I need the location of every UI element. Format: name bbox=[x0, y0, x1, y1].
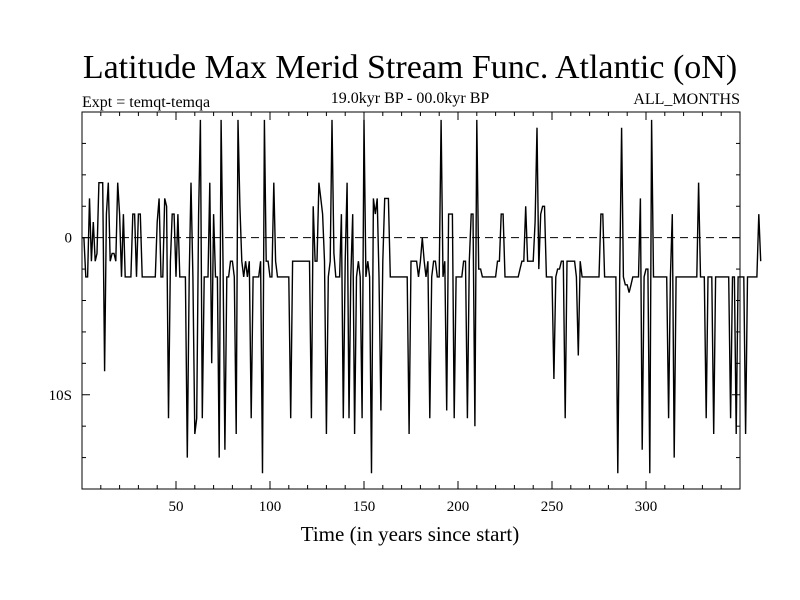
y-tick-label: 0 bbox=[65, 231, 73, 247]
y-tick-labels: 0 10S bbox=[49, 231, 72, 404]
y-tick-label: 10S bbox=[49, 388, 72, 404]
x-tick-label: 300 bbox=[635, 499, 658, 515]
period-label: 19.0kyr BP - 00.0kyr BP bbox=[331, 90, 490, 107]
series-line-latitude-max bbox=[82, 119, 762, 474]
x-tick-label: 100 bbox=[259, 499, 282, 515]
x-axis-label: Time (in years since start) bbox=[301, 522, 520, 546]
x-tick-label: 250 bbox=[541, 499, 564, 515]
plot-area: 50 100 150 200 250 300 0 10S bbox=[49, 111, 762, 515]
experiment-label: Expt = temqt-temqa bbox=[82, 94, 210, 111]
x-tick-label: 150 bbox=[353, 499, 376, 515]
chart-title: Latitude Max Merid Stream Func. Atlantic… bbox=[83, 49, 737, 86]
months-label: ALL_MONTHS bbox=[633, 91, 740, 108]
x-tick-labels: 50 100 150 200 250 300 bbox=[169, 499, 658, 515]
axis-ticks bbox=[82, 111, 740, 490]
x-tick-label: 200 bbox=[447, 499, 470, 515]
x-tick-label: 50 bbox=[169, 499, 184, 515]
